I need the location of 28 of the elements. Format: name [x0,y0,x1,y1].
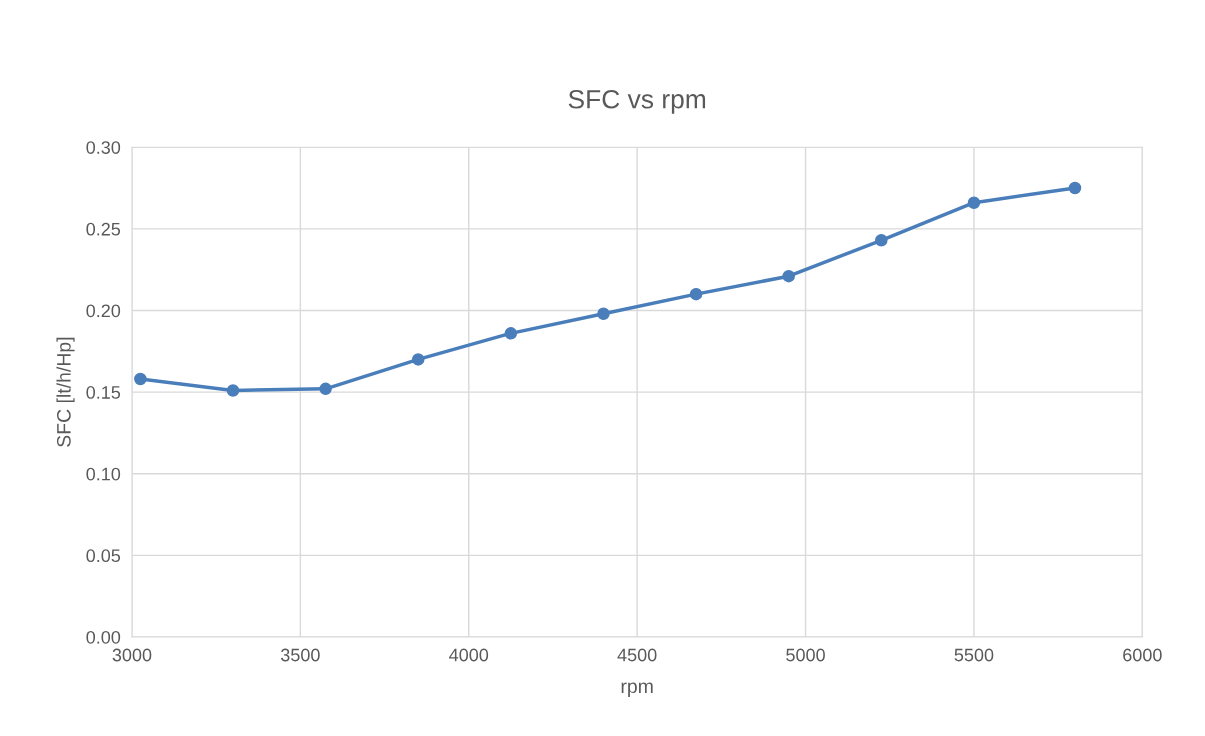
point [875,234,888,247]
x-tick-label: 6000 [1123,648,1162,662]
point [134,372,147,386]
point [1068,181,1082,195]
point [689,287,703,301]
x-tick-label: 4500 [617,648,657,662]
y-axis-title: SFC [lt/h/Hp] [56,337,75,447]
point [597,307,610,320]
y-tick-label: 0.10 [86,467,121,481]
point [319,382,332,396]
point [967,196,981,209]
x-tick-label: 3000 [112,648,152,662]
x-tick-label: 3500 [280,648,320,662]
chart-title: SFC vs rpm [568,89,706,114]
x-tick-label: 5000 [786,648,825,662]
y-tick-label: 0.25 [86,222,121,236]
x-tick-label: 5500 [954,648,994,662]
y-tick-label: 0.30 [86,141,121,154]
x-axis-title: rpm [621,682,653,697]
x-tick-label: 4000 [449,648,489,662]
point [782,269,795,283]
y-tick-label: 0.20 [86,304,121,318]
y-tick-label: 0.00 [86,630,121,644]
point [411,353,425,366]
point [226,384,240,397]
y-tick-label: 0.05 [86,549,121,563]
point [504,327,518,340]
y-tick-label: 0.15 [86,386,121,399]
